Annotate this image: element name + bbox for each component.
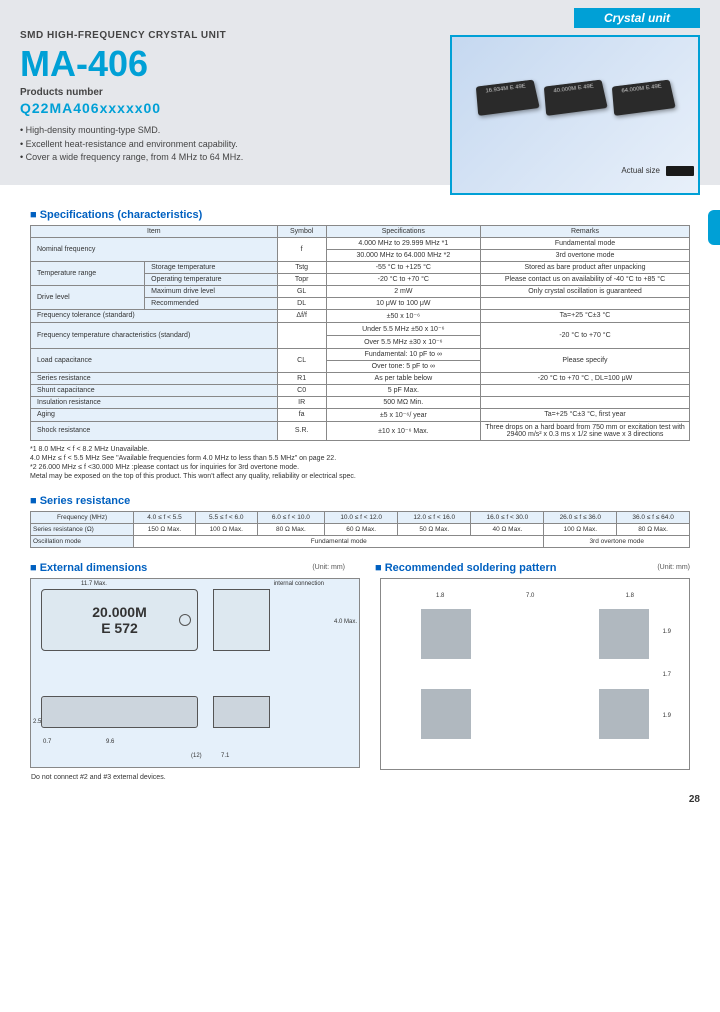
product-image-box: 16.934M E 49E 40.000M E 49E 64.000M E 49…	[450, 35, 700, 195]
table-row: Shunt capacitanceC05 pF Max.	[31, 384, 690, 396]
table-row: Drive levelMaximum drive levelGL2 mWOnly…	[31, 285, 690, 297]
table-row: Agingfa±5 x 10⁻⁶/ yearTa=+25 °C±3 °C, fi…	[31, 408, 690, 421]
header-section: Crystal unit SMD HIGH-FREQUENCY CRYSTAL …	[0, 0, 720, 185]
chip-side-view	[41, 696, 198, 728]
content-area: Specifications (characteristics) Item Sy…	[0, 185, 720, 790]
col-remarks: Remarks	[481, 225, 690, 237]
col-spec: Specifications	[326, 225, 480, 237]
side-tab-icon	[708, 210, 720, 245]
solder-pad	[599, 609, 649, 659]
table-header-row: Frequency (MHz)4.0 ≤ f < 5.55.5 ≤ f < 6.…	[31, 511, 690, 523]
ext-dim-heading: External dimensions(Unit: mm)	[30, 562, 345, 574]
table-row: Shock resistanceS.R.±10 x 10⁻⁶ Max.Three…	[31, 421, 690, 440]
external-dimensions-diagram: 11.7 Max. internal connection 20.000M E …	[30, 578, 360, 768]
ext-dim-note: Do not connect #2 and #3 external device…	[31, 774, 166, 781]
chip-render: 40.000M E 49E	[544, 79, 608, 115]
product-image: 16.934M E 49E 40.000M E 49E 64.000M E 49…	[456, 41, 694, 152]
table-row: Frequency temperature characteristics (s…	[31, 322, 690, 335]
table-row: Load capacitanceCLFundamental: 10 pF to …	[31, 348, 690, 360]
category-tab: Crystal unit	[574, 8, 700, 28]
solder-pad	[421, 689, 471, 739]
series-heading: Series resistance	[30, 495, 690, 507]
chip-render: 16.934M E 49E	[476, 79, 540, 115]
col-item: Item	[31, 225, 278, 237]
table-row: Oscillation modeFundamental mode3rd over…	[31, 535, 690, 547]
solder-pad	[421, 609, 471, 659]
specs-footnote: *1 8.0 MHz < f < 8.2 MHz Unavailable. 4.…	[30, 445, 690, 481]
specs-table: Item Symbol Specifications Remarks Nomin…	[30, 225, 690, 441]
actual-size-row: Actual size	[456, 152, 694, 189]
specs-heading: Specifications (characteristics)	[30, 209, 690, 221]
table-header-row: Item Symbol Specifications Remarks	[31, 225, 690, 237]
solder-heading: Recommended soldering pattern(Unit: mm)	[375, 562, 690, 574]
table-row: Series resistance (Ω)150 Ω Max.100 Ω Max…	[31, 523, 690, 535]
solder-pad	[599, 689, 649, 739]
table-row: Frequency tolerance (standard)Δf/f±50 x …	[31, 309, 690, 322]
table-row: Insulation resistanceIR500 MΩ Min.	[31, 396, 690, 408]
orientation-dot-icon	[179, 614, 191, 626]
table-row: Nominal frequencyf4.000 MHz to 29.999 MH…	[31, 237, 690, 249]
actual-size-label: Actual size	[621, 166, 660, 175]
chip-top-view: 20.000M E 572	[41, 589, 198, 651]
series-table: Frequency (MHz)4.0 ≤ f < 5.55.5 ≤ f < 6.…	[30, 511, 690, 548]
table-row: Series resistanceR1As per table below-20…	[31, 372, 690, 384]
chip-render: 64.000M E 49E	[612, 79, 676, 115]
soldering-pattern-diagram: 1.8 7.0 1.8 1.9 1.7 1.9	[380, 578, 690, 770]
actual-size-chip	[666, 166, 694, 176]
table-row: Temperature rangeStorage temperatureTstg…	[31, 261, 690, 273]
chip-bottom-view	[213, 589, 270, 651]
diagram-row: 11.7 Max. internal connection 20.000M E …	[30, 578, 690, 770]
col-symbol: Symbol	[277, 225, 326, 237]
chip-end-view	[213, 696, 270, 728]
page-number: 28	[0, 790, 720, 809]
